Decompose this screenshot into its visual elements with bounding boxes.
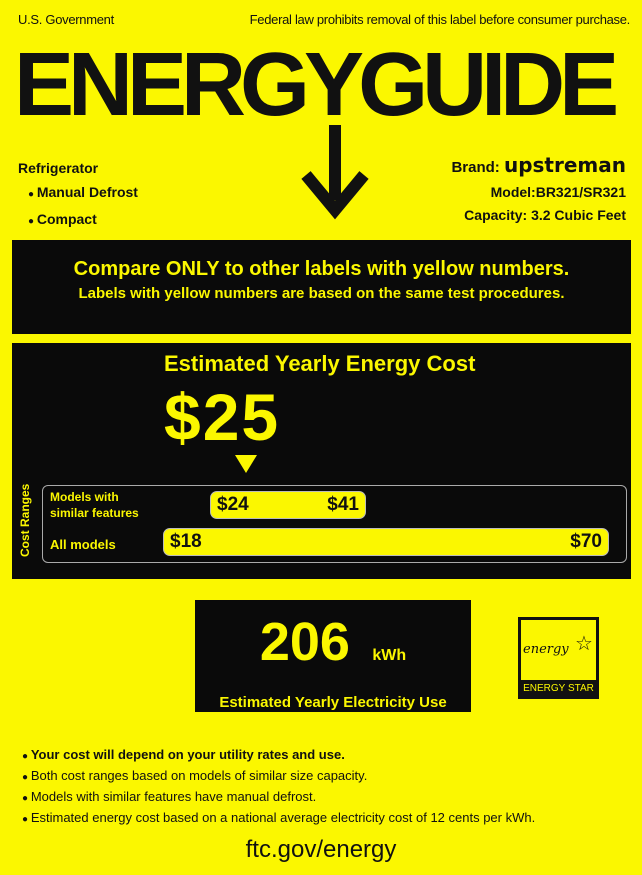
product-type: Refrigerator bbox=[18, 160, 99, 176]
model: Model:BR321/SR321 bbox=[490, 184, 626, 200]
capacity: Capacity: 3.2 Cubic Feet bbox=[464, 207, 626, 223]
electricity-label: Estimated Yearly Electricity Use bbox=[219, 694, 447, 711]
gov-label: U.S. Government bbox=[18, 12, 114, 27]
brand-logo: upstreman bbox=[503, 153, 626, 177]
energy-star-logo: energy ☆ ENERGY STAR bbox=[518, 617, 599, 699]
arrow-down-icon bbox=[301, 125, 369, 220]
energy-star-script: energy bbox=[523, 642, 569, 657]
all-range-bar: $18 $70 bbox=[163, 528, 609, 556]
note-item: Models with similar features have manual… bbox=[22, 787, 535, 808]
cost-marker-icon bbox=[235, 455, 257, 473]
cost-title: Estimated Yearly Energy Cost bbox=[164, 351, 476, 376]
energy-star-label: ENERGY STAR bbox=[523, 683, 594, 694]
cost-ranges-label: Cost Ranges bbox=[18, 483, 32, 557]
compare-box: Compare ONLY to other labels with yellow… bbox=[12, 240, 631, 334]
similar-max: $41 bbox=[327, 494, 359, 515]
feature-item: Manual Defrost bbox=[28, 180, 138, 207]
energyguide-title: ENERGYGUIDE bbox=[14, 35, 619, 135]
similar-label: Models with similar features bbox=[50, 490, 139, 520]
feature-item: Compact bbox=[28, 207, 138, 234]
electricity-box: 206 kWh Estimated Yearly Electricity Use bbox=[195, 600, 471, 712]
note-item: Estimated energy cost based on a nationa… bbox=[22, 808, 535, 829]
ftc-link[interactable]: ftc.gov/energy bbox=[245, 836, 397, 863]
star-icon: ☆ bbox=[575, 633, 593, 655]
note-item: Both cost ranges based on models of simi… bbox=[22, 766, 535, 787]
brand-label: Brand: bbox=[451, 159, 500, 176]
ranges-frame bbox=[42, 485, 627, 563]
kwh-value: 206 bbox=[259, 612, 350, 672]
note-item: Your cost will depend on your utility ra… bbox=[22, 745, 535, 766]
similar-range-bar: $24 $41 bbox=[210, 491, 366, 519]
removal-notice: Federal law prohibits removal of this la… bbox=[249, 12, 631, 27]
cost-value: $25 bbox=[164, 380, 281, 454]
all-label: All models bbox=[50, 537, 116, 552]
compare-line1: Compare ONLY to other labels with yellow… bbox=[73, 258, 570, 280]
compare-line2: Labels with yellow numbers are based on … bbox=[78, 285, 565, 302]
kwh-unit: kWh bbox=[372, 647, 407, 664]
all-min: $18 bbox=[170, 531, 202, 552]
cost-box: Estimated Yearly Energy Cost $25 Cost Ra… bbox=[12, 343, 631, 579]
all-max: $70 bbox=[570, 531, 602, 552]
similar-min: $24 bbox=[217, 494, 249, 515]
